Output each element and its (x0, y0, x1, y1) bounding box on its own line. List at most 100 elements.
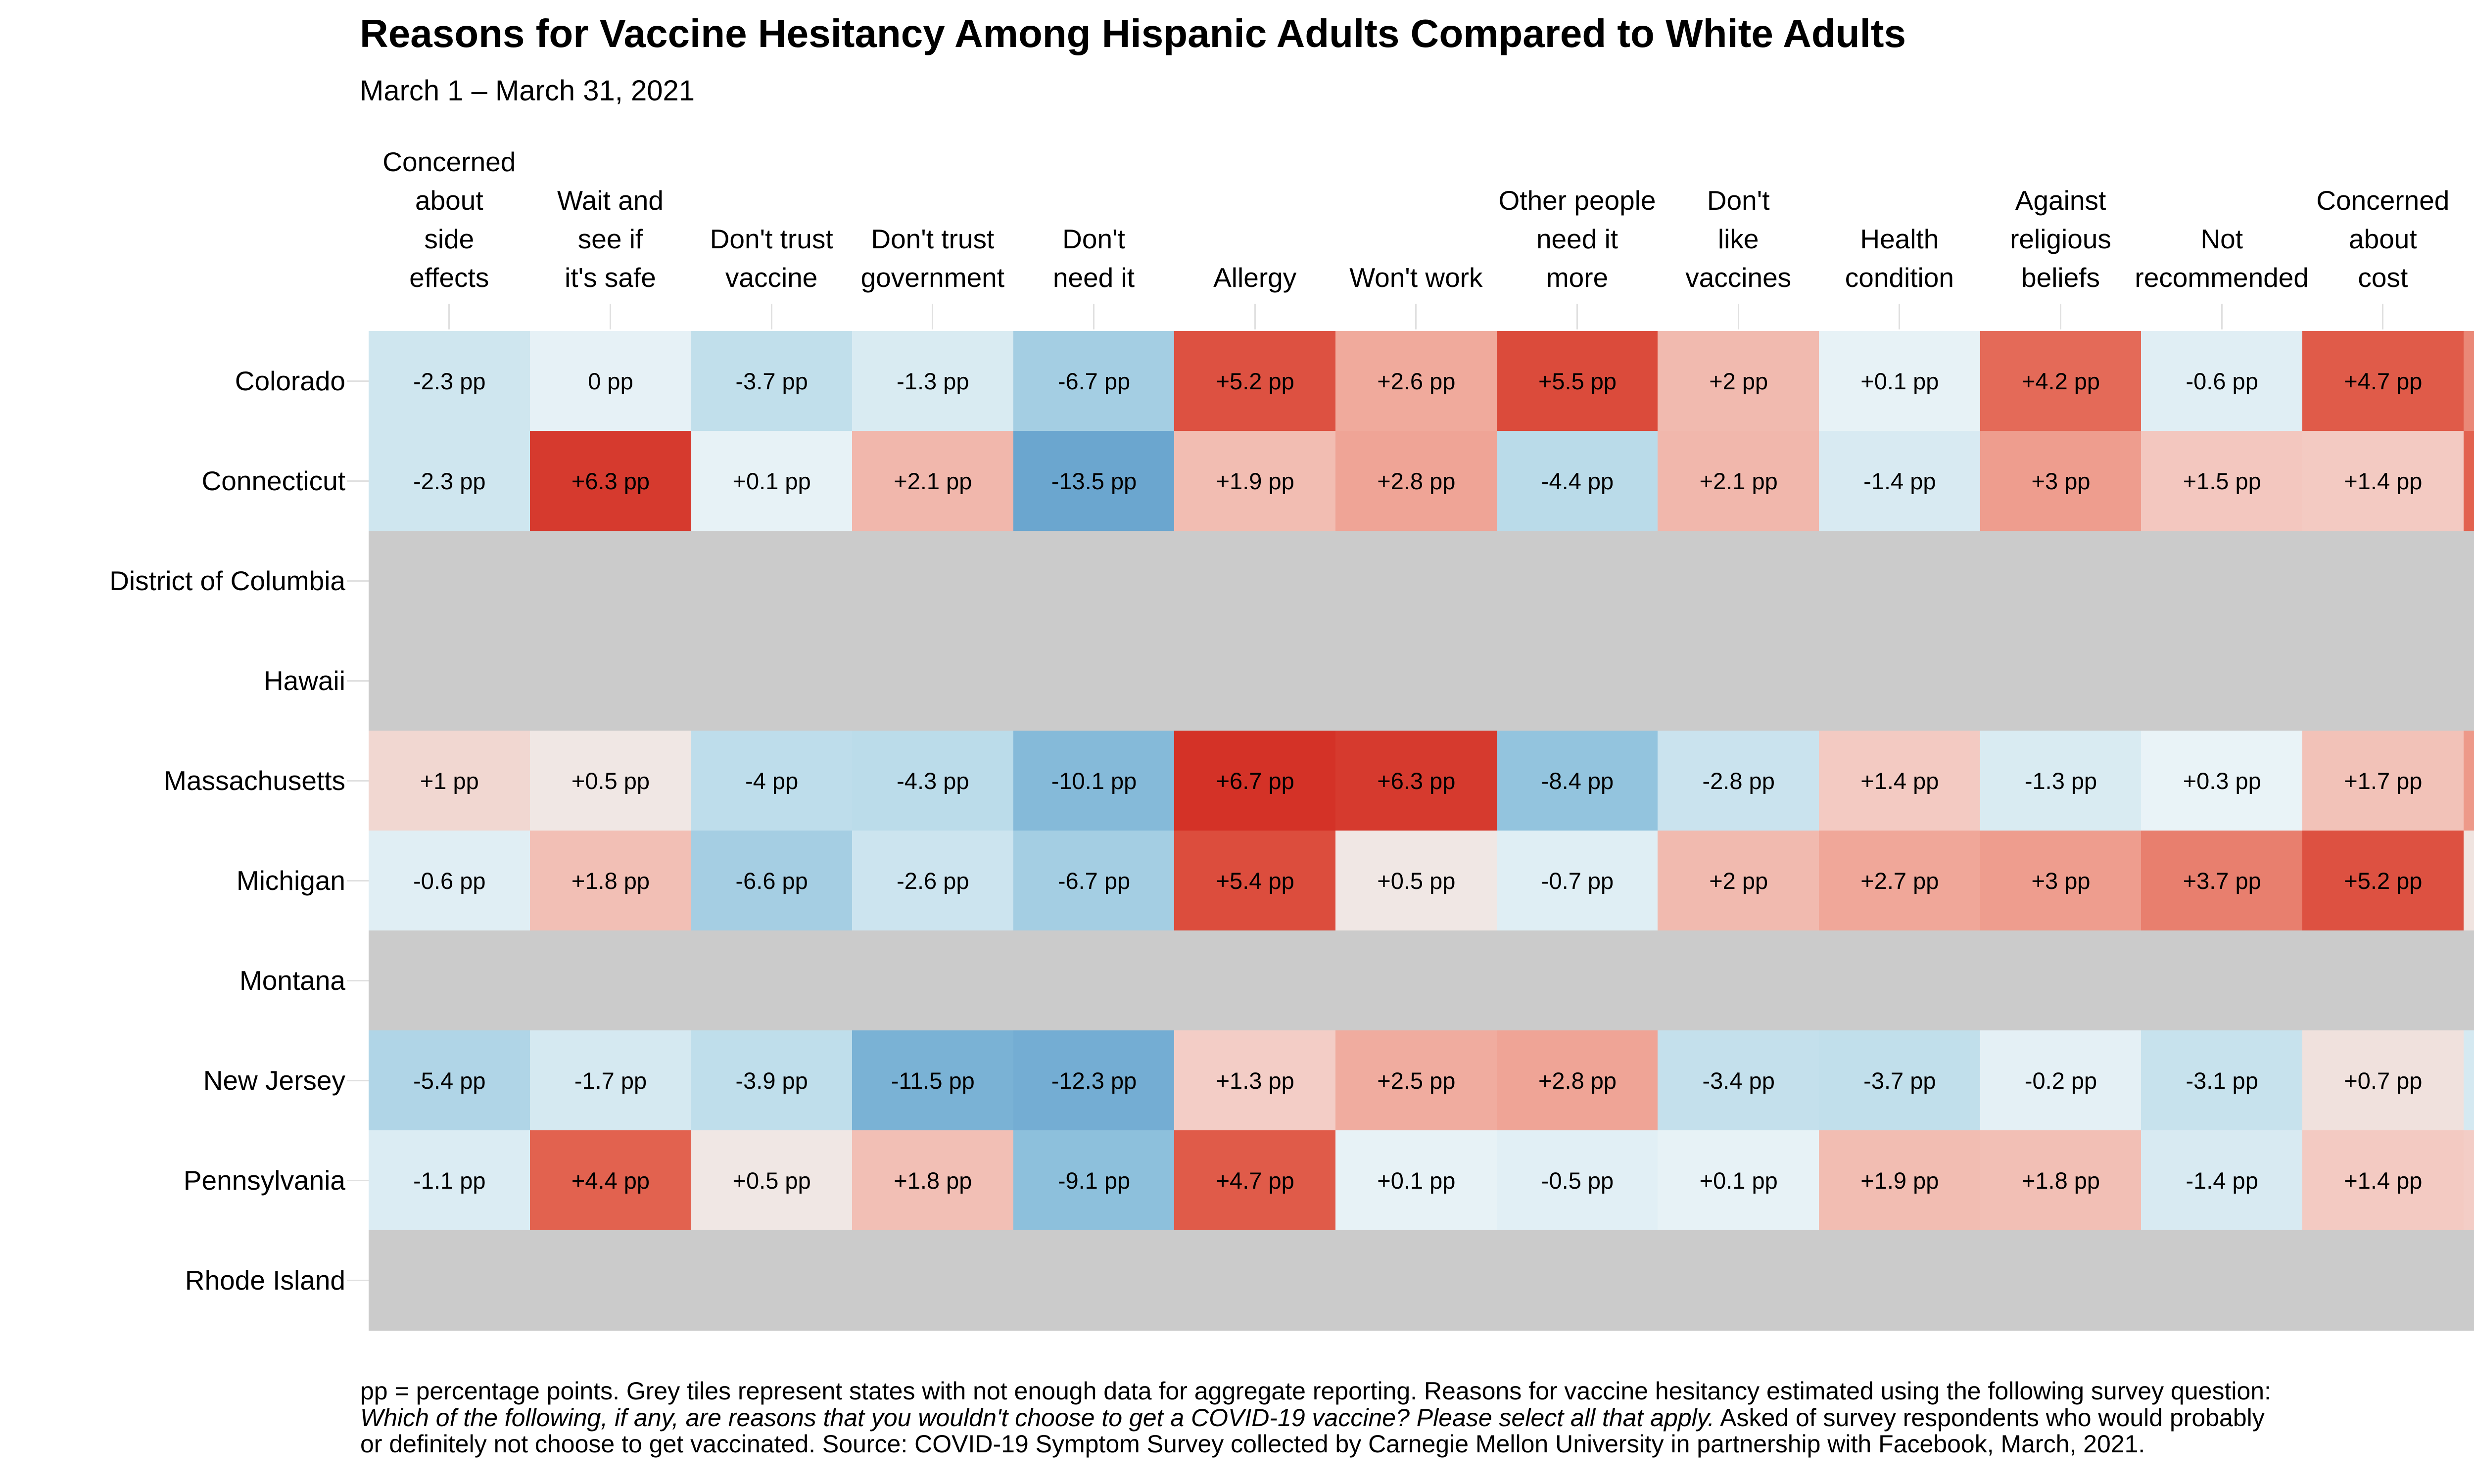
column-tick (1254, 304, 1256, 329)
heatmap-cell: -4 pp (691, 731, 853, 831)
no-data-row (369, 631, 2474, 731)
heatmap-cell: -1.1 pp (369, 1130, 530, 1231)
column-header: Pregnancy (2464, 258, 2474, 297)
heatmap-cell: +4.4 pp (2463, 431, 2474, 531)
column-header: Health condition (1845, 223, 1954, 293)
column-header: Won't work (1349, 262, 1483, 293)
row-tick-left (347, 1279, 369, 1281)
column-header: Don't like vaccines (1685, 185, 1792, 293)
heatmap-cell: +5.5 pp (1496, 331, 1659, 431)
heatmap-cell: +3 pp (1980, 831, 2142, 931)
heatmap-cell: +1.8 pp (529, 831, 692, 931)
heatmap-cell: -2.3 pp (369, 331, 530, 431)
chart-title: Reasons for Vaccine Hesitancy Among Hisp… (360, 11, 1906, 55)
column-tick (1737, 304, 1739, 329)
row-tick-left (347, 680, 369, 682)
heatmap-cell: +1.3 pp (2463, 1130, 2474, 1231)
row-tick-left (347, 1079, 369, 1081)
no-data-row (369, 1230, 2474, 1331)
column-tick (448, 304, 450, 329)
heatmap-cell: -0.6 pp (2141, 331, 2303, 431)
heatmap-cell: +2 pp (1658, 331, 1820, 431)
heatmap-cell: +2.5 pp (1335, 1030, 1497, 1131)
heatmap-cell: +0.5 pp (1335, 831, 1497, 931)
heatmap-cell: -1.3 pp (852, 331, 1014, 431)
heatmap-cell: -4.4 pp (1496, 431, 1659, 531)
heatmap-cell: +5.4 pp (1174, 831, 1336, 931)
heatmap-cell: +2 pp (1658, 831, 1820, 931)
row-tick-left (347, 880, 369, 881)
heatmap-cell: +1 pp (369, 731, 530, 831)
heatmap-cell: +5.2 pp (1174, 331, 1336, 431)
heatmap-cell: -0.5 pp (1496, 1130, 1659, 1231)
column-tick (1415, 304, 1417, 329)
column-tick (1899, 304, 1901, 329)
footnote: pp = percentage points. Grey tiles repre… (360, 1378, 2474, 1458)
column-header: Concerned about cost (2316, 185, 2450, 293)
row-label: Massachusetts (164, 765, 345, 796)
heatmap-cell: +6.3 pp (529, 431, 692, 531)
heatmap-cell: -0.6 pp (369, 831, 530, 931)
row-tick-left (347, 1179, 369, 1181)
heatmap-cell: -1.7 pp (2463, 1030, 2474, 1131)
heatmap-cell: -1.7 pp (529, 1030, 692, 1131)
heatmap-cell: -2.6 pp (852, 831, 1014, 931)
heatmap-cell: -6.7 pp (1013, 831, 1175, 931)
heatmap-cell: -3.7 pp (1819, 1030, 1981, 1131)
heatmap-cell: -3.1 pp (2141, 1030, 2303, 1131)
heatmap-cell: +1.5 pp (2141, 431, 2303, 531)
heatmap-cell: -13.5 pp (1013, 431, 1175, 531)
heatmap-cell: -6.6 pp (691, 831, 853, 931)
heatmap-cell: +5.2 pp (2302, 831, 2464, 931)
column-tick (2221, 304, 2223, 329)
heatmap-cell: -5.4 pp (369, 1030, 530, 1131)
heatmap-cell: +6.3 pp (1335, 731, 1497, 831)
row-label: Michigan (236, 865, 345, 896)
heatmap-cell: -2.8 pp (1658, 731, 1820, 831)
row-tick-left (347, 480, 369, 482)
heatmap-cell: -1.3 pp (1980, 731, 2142, 831)
heatmap-cell: +1.4 pp (2302, 1130, 2464, 1231)
heatmap-cell: -0.7 pp (1496, 831, 1659, 931)
heatmap-cell: +2.1 pp (1658, 431, 1820, 531)
heatmap-cell: +1.9 pp (1174, 431, 1336, 531)
footnote-survey-question: Which of the following, if any, are reas… (360, 1403, 1714, 1432)
heatmap-cell: -0.2 pp (1980, 1030, 2142, 1131)
row-label: Hawaii (263, 665, 345, 696)
row-tick-left (347, 580, 369, 582)
column-header: Not recommended (2135, 223, 2309, 293)
heatmap-cell: +4.7 pp (2302, 331, 2464, 431)
heatmap-cell: +3 pp (1980, 431, 2142, 531)
row-tick-left (347, 380, 369, 382)
row-label: Montana (239, 965, 345, 996)
row-tick-left (347, 979, 369, 981)
no-data-row (369, 930, 2474, 1031)
heatmap-cell: +4.4 pp (529, 1130, 692, 1231)
heatmap-cell: -1.4 pp (1819, 431, 1981, 531)
heatmap-cell: -6.7 pp (1013, 331, 1175, 431)
column-header: Wait and see if it's safe (557, 185, 664, 293)
column-header: Other people need it more (1498, 185, 1656, 293)
heatmap-cell: -3.7 pp (691, 331, 853, 431)
heatmap-cell: +3.7 pp (2141, 831, 2303, 931)
row-label: Pennsylvania (183, 1165, 345, 1196)
heatmap-cell: +1.4 pp (1819, 731, 1981, 831)
column-header: Don't trust government (860, 223, 1005, 293)
row-label: Colorado (235, 366, 345, 396)
heatmap-cell: +0.5 pp (691, 1130, 853, 1231)
column-header: Concerned about side effects (382, 146, 516, 293)
heatmap-cell: -4.3 pp (852, 731, 1014, 831)
heatmap-cell: +0.1 pp (1658, 1130, 1820, 1231)
column-tick (1093, 304, 1094, 329)
heatmap-cell: -1.4 pp (2141, 1130, 2303, 1231)
heatmap-cell: -12.3 pp (1013, 1030, 1175, 1131)
column-tick (610, 304, 611, 329)
column-header: Against religious beliefs (2010, 185, 2111, 293)
heatmap-cell: -11.5 pp (852, 1030, 1014, 1131)
heatmap-cell: +4.7 pp (1174, 1130, 1336, 1231)
column-header: Don't need it (1052, 223, 1135, 293)
column-tick (1576, 304, 1578, 329)
footnote-line1: pp = percentage points. Grey tiles repre… (360, 1377, 2271, 1405)
heatmap-cell: -9.1 pp (1013, 1130, 1175, 1231)
